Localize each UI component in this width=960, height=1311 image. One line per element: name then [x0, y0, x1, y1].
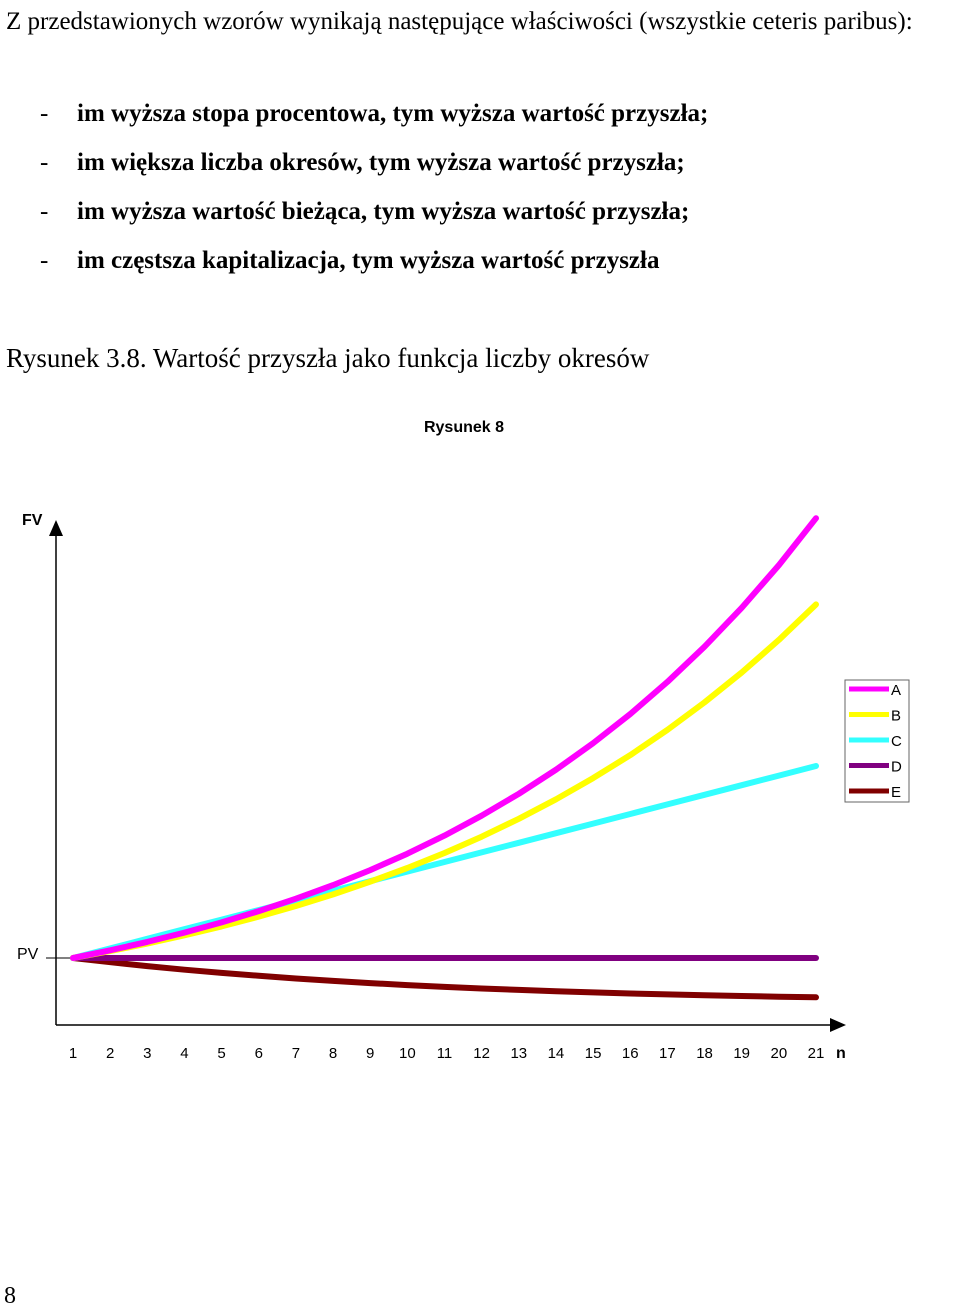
y-axis [49, 520, 63, 1025]
legend-label-b: B [891, 708, 901, 725]
intro-paragraph: Z przedstawionych wzorów wynikają następ… [6, 8, 913, 35]
x-tick-label: 11 [437, 1045, 453, 1062]
list-item-text: im wyższa wartość bieżąca, tym wyższa wa… [77, 198, 690, 225]
list-item: - im większa liczba okresów, tym wyższa w… [0, 138, 708, 187]
x-tick-label: 8 [329, 1045, 337, 1062]
chart-title: Rysunek 8 [424, 419, 504, 436]
list-item: - im wyższa stopa procentowa, tym wyższa … [0, 89, 708, 138]
x-tick-label: 13 [510, 1045, 527, 1062]
list-item-text: im wyższa stopa procentowa, tym wyższa w… [77, 100, 709, 127]
list-item-text: im większa liczba okresów, tym wyższa wa… [77, 149, 685, 176]
list-item: - im wyższa wartość bieżąca, tym wyższa w… [0, 187, 708, 236]
series-line-b [70, 601, 819, 961]
x-tick-label: 5 [217, 1045, 225, 1062]
x-tick-label: 12 [473, 1045, 490, 1062]
list-item-text: im częstsza kapitalizacja, tym wyższa wa… [77, 247, 660, 274]
page-number: 8 [4, 1283, 16, 1309]
list-item: - im częstsza kapitalizacja, tym wyższa w… [0, 236, 708, 285]
x-axis-label: n [836, 1045, 846, 1062]
x-tick-label: 6 [255, 1045, 263, 1062]
x-tick-label: 16 [622, 1045, 639, 1062]
future-value-chart: Rysunek 8 FV 1 2 3 4 5 6 7 8 9 10 11 12 13 14 15 16 17 18… [17, 419, 910, 1062]
series-line-a [70, 515, 819, 961]
x-tick-label: 15 [585, 1045, 602, 1062]
legend-label-c: C [891, 733, 902, 750]
x-tick-label: 14 [548, 1045, 565, 1062]
properties-list: - im wyższa stopa procentowa, tym wyższa … [0, 89, 708, 285]
x-tick-label: 20 [771, 1045, 788, 1062]
figure-caption: Rysunek 3.8. Wartość przyszła jako funkc… [6, 343, 650, 373]
bullet-marker: - [40, 198, 49, 225]
bullet-marker: - [40, 149, 49, 176]
bullet-marker: - [40, 247, 49, 274]
legend-label-e: E [891, 784, 901, 801]
x-axis [56, 1018, 846, 1032]
x-tick-label: 7 [292, 1045, 300, 1062]
x-tick-label: 10 [399, 1045, 416, 1062]
x-tick-label: 4 [180, 1045, 188, 1062]
series-line-c [70, 763, 819, 961]
x-tick-label: 19 [733, 1045, 750, 1062]
series-line-e [70, 955, 819, 1001]
series-lines [70, 515, 819, 1001]
x-tick-label: 18 [696, 1045, 713, 1062]
pv-label: PV [17, 946, 39, 963]
x-tick-label: 21 [808, 1045, 825, 1062]
x-tick-label: 3 [143, 1045, 151, 1062]
legend-label-a: A [891, 682, 901, 699]
y-axis-label: FV [22, 512, 43, 529]
x-tick-label: 1 [69, 1045, 77, 1062]
x-tick-label: 9 [366, 1045, 374, 1062]
x-tick-label: 17 [659, 1045, 676, 1062]
x-axis-ticks: 1 2 3 4 5 6 7 8 9 10 11 12 13 14 15 16 17 18 19 20 21 [69, 1045, 825, 1062]
legend-label-d: D [891, 759, 902, 776]
x-tick-label: 2 [106, 1045, 114, 1062]
bullet-marker: - [40, 100, 49, 127]
